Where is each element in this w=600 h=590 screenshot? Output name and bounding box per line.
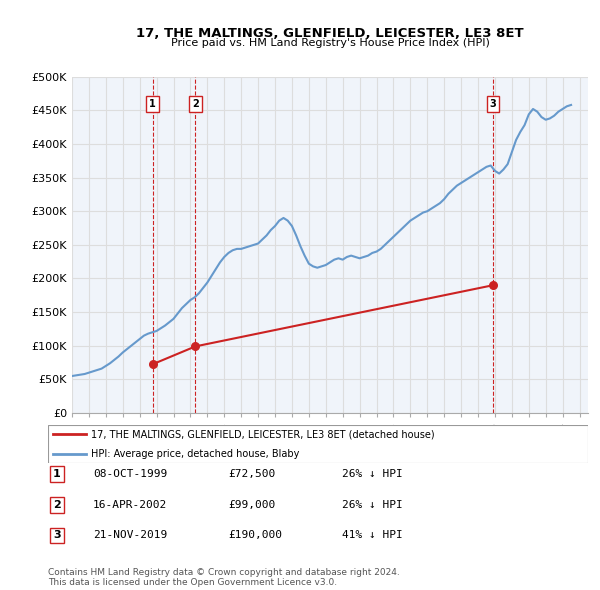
Text: £190,000: £190,000 [228,530,282,540]
Text: 08-OCT-1999: 08-OCT-1999 [93,469,167,479]
Text: 2: 2 [53,500,61,510]
Text: 3: 3 [53,530,61,540]
Point [488,280,498,290]
Text: 3: 3 [490,99,496,109]
Text: 26% ↓ HPI: 26% ↓ HPI [342,469,403,479]
Text: Price paid vs. HM Land Registry's House Price Index (HPI): Price paid vs. HM Land Registry's House … [170,38,490,48]
Text: 41% ↓ HPI: 41% ↓ HPI [342,530,403,540]
Text: 17, THE MALTINGS, GLENFIELD, LEICESTER, LE3 8ET (detached house): 17, THE MALTINGS, GLENFIELD, LEICESTER, … [91,430,435,440]
Text: 1: 1 [53,469,61,479]
Text: 21-NOV-2019: 21-NOV-2019 [93,530,167,540]
Text: £72,500: £72,500 [228,469,275,479]
FancyBboxPatch shape [48,425,588,463]
Text: 1: 1 [149,99,156,109]
Text: £99,000: £99,000 [228,500,275,510]
Text: 16-APR-2002: 16-APR-2002 [93,500,167,510]
Text: 2: 2 [192,99,199,109]
Text: 26% ↓ HPI: 26% ↓ HPI [342,500,403,510]
Text: HPI: Average price, detached house, Blaby: HPI: Average price, detached house, Blab… [91,448,299,458]
Text: Contains HM Land Registry data © Crown copyright and database right 2024.
This d: Contains HM Land Registry data © Crown c… [48,568,400,587]
Point [148,359,157,369]
Point [191,342,200,351]
Text: 17, THE MALTINGS, GLENFIELD, LEICESTER, LE3 8ET: 17, THE MALTINGS, GLENFIELD, LEICESTER, … [136,27,524,40]
